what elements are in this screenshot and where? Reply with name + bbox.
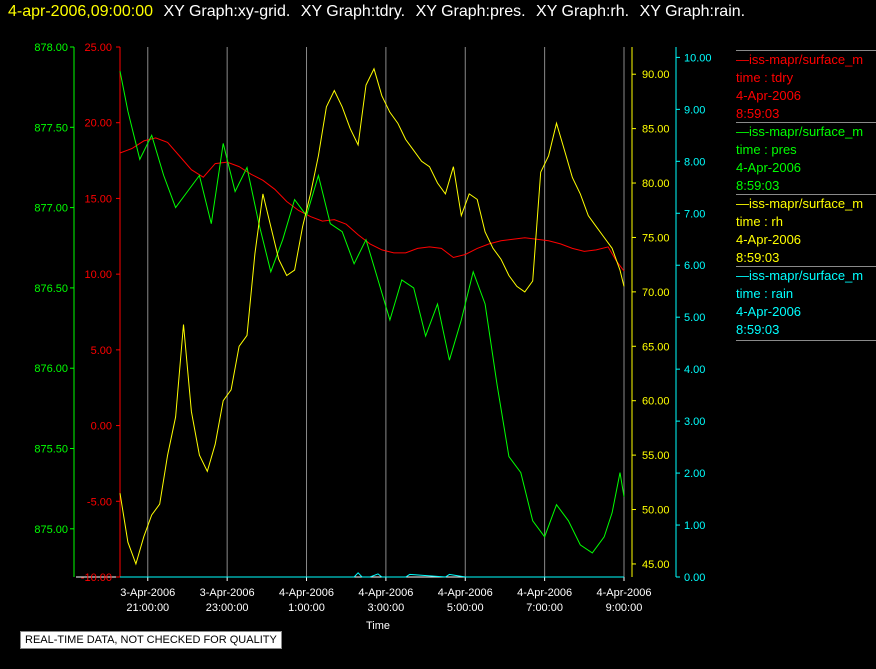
tdry-tick-label: 25.00 [84, 42, 112, 54]
legend-source-rain: —iss-mapr/surface_m [736, 268, 864, 283]
legend-source-rh: —iss-mapr/surface_m [736, 196, 864, 211]
rain-tick-label: 1.00 [684, 520, 705, 532]
rain-tick-label: 8.00 [684, 156, 705, 168]
rh-series-line [119, 67, 625, 566]
tdry-tick-label: 5.00 [91, 345, 112, 357]
tdry-tick-label: 0.00 [91, 421, 112, 433]
tdry-tick-label: 10.00 [84, 269, 112, 281]
x-tick-label-time: 5:00:00 [447, 602, 484, 614]
graph-title-rh: XY Graph:rh. [536, 3, 630, 20]
pres-tick-label: 876.50 [34, 283, 68, 295]
legend-divider [736, 340, 876, 341]
pres-tick-label: 878.00 [34, 42, 68, 54]
rain-tick-label: 4.00 [684, 364, 705, 376]
quality-note: REAL-TIME DATA, NOT CHECKED FOR QUALITY [20, 631, 282, 649]
rh-tick-label: 65.00 [642, 341, 670, 353]
tdry-tick-label: -10.00 [81, 572, 112, 584]
legend-label-pres: time : pres [736, 142, 797, 157]
x-tick-label-time: 21:00:00 [126, 602, 169, 614]
rh-tick-label: 50.00 [642, 505, 670, 517]
legend-label-rain: time : rain [736, 286, 794, 301]
graph-title-rain: XY Graph:rain. [639, 3, 746, 20]
graph-title-tdry: XY Graph:tdry. [300, 3, 406, 20]
rain-tick-label: 0.00 [684, 572, 705, 584]
x-tick-label-date: 4-Apr-2006 [279, 587, 334, 599]
rh-tick-label: 85.00 [642, 124, 670, 136]
x-tick-label-time: 9:00:00 [606, 602, 643, 614]
rh-tick-label: 60.00 [642, 396, 670, 408]
tdry-series-line [119, 137, 625, 272]
rain-tick-label: 2.00 [684, 468, 705, 480]
rain-tick-label: 6.00 [684, 260, 705, 272]
legend-source-tdry: —iss-mapr/surface_m [736, 52, 864, 67]
rain-tick-label: 3.00 [684, 416, 705, 428]
rh-tick-label: 90.00 [642, 69, 670, 81]
legend-time-rain: 8:59:03 [736, 322, 780, 337]
pres-tick-label: 877.00 [34, 203, 68, 215]
pres-tick-label: 877.50 [34, 122, 68, 134]
timestamp: 4-apr-2006,09:00:00 [8, 3, 153, 20]
pres-tick-label: 876.00 [34, 363, 68, 375]
x-tick-label-date: 4-Apr-2006 [358, 587, 413, 599]
rh-tick-label: 80.00 [642, 178, 670, 190]
legend-time-tdry: 8:59:03 [736, 106, 780, 121]
legend-source-pres: —iss-mapr/surface_m [736, 124, 864, 139]
pres-tick-label: 875.00 [34, 524, 68, 536]
x-tick-label-time: 23:00:00 [206, 602, 249, 614]
x-tick-label-date: 4-Apr-2006 [438, 587, 493, 599]
rh-tick-label: 70.00 [642, 287, 670, 299]
legend-entry-tdry: —iss-mapr/surface_m time : tdry 4-Apr-20… [736, 50, 876, 123]
graph-title-pres: XY Graph:pres. [415, 3, 526, 20]
legend-label-rh: time : rh [736, 214, 783, 229]
x-tick-label-date: 3-Apr-2006 [120, 587, 175, 599]
x-tick-label-time: 1:00:00 [288, 602, 325, 614]
rh-tick-label: 45.00 [642, 559, 670, 571]
rain-tick-label: 9.00 [684, 104, 705, 116]
rain-series-line [120, 572, 624, 578]
rh-tick-label: 75.00 [642, 232, 670, 244]
graph-title-xy-grid: XY Graph:xy-grid. [163, 3, 291, 20]
legend-date-rain: 4-Apr-2006 [736, 304, 802, 319]
rain-tick-label: 5.00 [684, 312, 705, 324]
tdry-tick-label: 20.00 [84, 118, 112, 130]
legend-entry-pres: —iss-mapr/surface_m time : pres 4-Apr-20… [736, 122, 876, 195]
legend-time-rh: 8:59:03 [736, 250, 780, 265]
legend-entry-rh: —iss-mapr/surface_m time : rh 4-Apr-2006… [736, 194, 876, 267]
legend-label-tdry: time : tdry [736, 70, 794, 85]
x-tick-label-date: 4-Apr-2006 [596, 587, 651, 599]
rh-tick-label: 55.00 [642, 450, 670, 462]
legend-date-pres: 4-Apr-2006 [736, 160, 802, 175]
legend-date-tdry: 4-Apr-2006 [736, 88, 802, 103]
rain-tick-label: 10.00 [684, 52, 712, 64]
chart-header: 4-apr-2006,09:00:00 XY Graph:xy-grid. XY… [8, 3, 745, 21]
x-tick-label-date: 4-Apr-2006 [517, 587, 572, 599]
rain-tick-label: 7.00 [684, 208, 705, 220]
x-tick-label-date: 3-Apr-2006 [200, 587, 255, 599]
x-tick-label-time: 3:00:00 [368, 602, 405, 614]
x-axis-label: Time [366, 620, 390, 632]
tdry-tick-label: -5.00 [87, 496, 112, 508]
tdry-tick-label: 15.00 [84, 193, 112, 205]
legend-entry-rain: —iss-mapr/surface_m time : rain 4-Apr-20… [736, 266, 876, 341]
pres-tick-label: 875.50 [34, 444, 68, 456]
pres-series-line [119, 71, 625, 554]
legend-time-pres: 8:59:03 [736, 178, 780, 193]
x-tick-label-time: 7:00:00 [526, 602, 563, 614]
legend-date-rh: 4-Apr-2006 [736, 232, 802, 247]
